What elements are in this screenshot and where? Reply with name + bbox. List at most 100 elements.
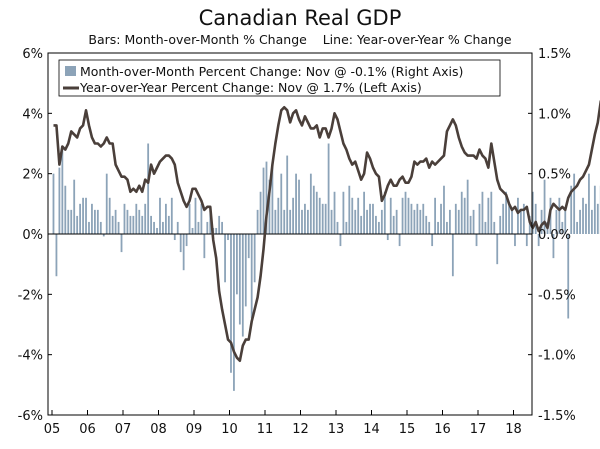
- mom-bar: [392, 215, 395, 234]
- mom-bar: [233, 234, 235, 391]
- mom-bar: [449, 209, 451, 234]
- mom-bar: [425, 215, 428, 234]
- mom-bar: [73, 179, 76, 234]
- left-tick-label: 2%: [22, 168, 43, 183]
- mom-bar: [475, 234, 478, 247]
- mom-bar: [366, 209, 368, 234]
- mom-bar: [120, 234, 123, 253]
- left-tick-label: 0%: [22, 228, 43, 243]
- mom-bar: [511, 209, 513, 234]
- mom-bar: [307, 209, 309, 234]
- mom-bar: [292, 197, 294, 234]
- mom-bar: [265, 161, 268, 234]
- mom-bar: [301, 209, 303, 234]
- mom-bar: [534, 203, 537, 234]
- mom-bar: [194, 197, 197, 234]
- mom-bar: [369, 203, 371, 234]
- mom-bar: [389, 197, 392, 234]
- mom-bar: [117, 221, 120, 234]
- mom-bar: [496, 234, 499, 265]
- mom-bar: [404, 191, 407, 234]
- mom-bar: [514, 234, 516, 247]
- mom-bar: [132, 215, 135, 234]
- mom-bar: [508, 203, 510, 234]
- mom-bar: [271, 161, 274, 234]
- mom-bar: [144, 203, 147, 234]
- mom-bar: [570, 185, 573, 234]
- mom-bar: [209, 209, 212, 234]
- mom-bar: [564, 209, 567, 234]
- mom-bar: [375, 215, 377, 234]
- mom-bar: [99, 221, 102, 234]
- mom-bar: [416, 203, 419, 234]
- x-tick-label: 11: [257, 422, 274, 437]
- mom-bar: [478, 203, 481, 234]
- mom-bar: [102, 234, 105, 237]
- mom-bar: [203, 234, 206, 259]
- right-tick-label: 0.0%: [538, 228, 571, 243]
- mom-bar: [558, 197, 561, 234]
- legend-line-label: Year-over-Year Percent Change: Nov @ 1.7…: [79, 80, 422, 95]
- right-axis: -1.5% -1.0% -0.5% 0.0% 0.5% 1.0% 1.5%: [528, 47, 576, 424]
- left-tick-label: -6%: [18, 409, 43, 424]
- mom-bar: [591, 209, 593, 234]
- mom-bar: [472, 209, 475, 234]
- mom-bar: [244, 234, 247, 307]
- mom-bar: [437, 221, 439, 234]
- mom-bar: [525, 234, 528, 247]
- mom-bar: [76, 215, 79, 234]
- x-tick-label: 09: [186, 422, 203, 437]
- mom-bar: [58, 167, 61, 234]
- mom-bar: [454, 203, 457, 234]
- x-tick-label: 14: [363, 422, 380, 437]
- mom-bar: [451, 234, 454, 277]
- mom-bar: [345, 221, 348, 234]
- mom-bar: [61, 149, 64, 234]
- mom-bar: [105, 173, 108, 234]
- mom-bar: [585, 203, 587, 234]
- chart-title: Canadian Real GDP: [199, 6, 402, 30]
- mom-bar: [153, 221, 155, 234]
- mom-bar: [280, 173, 283, 234]
- mom-bar: [540, 209, 543, 234]
- mom-bar: [446, 221, 448, 234]
- mom-bar: [123, 203, 126, 234]
- mom-bar: [159, 197, 161, 234]
- mom-bar: [82, 197, 84, 234]
- mom-bar: [528, 215, 531, 234]
- x-tick-label: 18: [505, 422, 522, 437]
- mom-bar: [481, 191, 484, 234]
- mom-bar: [241, 234, 244, 337]
- mom-bar: [401, 197, 404, 234]
- mom-bar: [85, 197, 87, 234]
- mom-bar: [141, 215, 144, 234]
- mom-bar: [552, 234, 555, 259]
- right-tick-label: -1.0%: [538, 349, 576, 364]
- mom-bar: [312, 185, 315, 234]
- mom-bar: [357, 197, 360, 234]
- mom-bar: [522, 203, 525, 234]
- mom-bar: [555, 209, 558, 234]
- mom-bar: [333, 191, 336, 234]
- mom-bar: [91, 203, 93, 234]
- mom-bar: [582, 197, 584, 234]
- mom-bar: [363, 191, 365, 234]
- mom-bar: [286, 155, 289, 234]
- mom-bar: [372, 203, 374, 234]
- mom-bar: [463, 197, 466, 234]
- mom-bar: [398, 234, 401, 247]
- mom-bar: [64, 185, 67, 234]
- x-tick-label: 10: [221, 422, 238, 437]
- mom-bar: [318, 197, 321, 234]
- mom-bar: [188, 203, 191, 234]
- legend-box: [58, 59, 501, 97]
- mom-bar: [360, 215, 363, 234]
- mom-bar: [283, 209, 286, 234]
- mom-bar: [573, 173, 576, 234]
- mom-bar: [259, 191, 262, 234]
- mom-bar: [96, 209, 99, 234]
- mom-bar: [126, 209, 129, 234]
- mom-bar: [67, 209, 70, 234]
- right-tick-label: 1.0%: [538, 107, 571, 122]
- mom-bar: [588, 173, 590, 234]
